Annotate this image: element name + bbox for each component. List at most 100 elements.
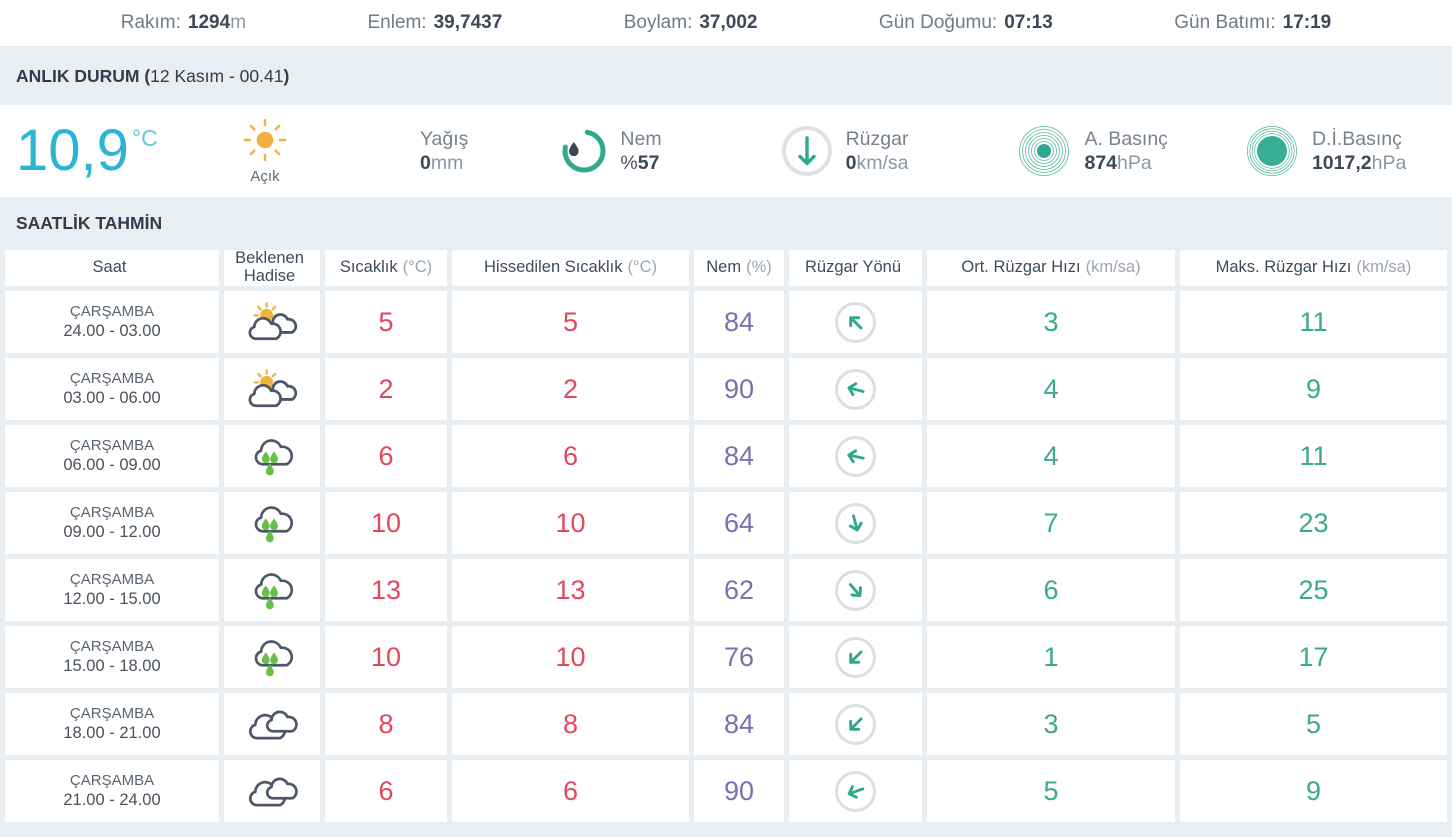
table-cell-condition — [224, 559, 320, 621]
wind-direction-icon — [835, 368, 876, 410]
hourly-section-title: SAATLİK TAHMİN — [0, 197, 1452, 250]
table-cell-avg-wind-speed: 1 — [927, 626, 1175, 688]
current-condition: Açık — [210, 118, 320, 185]
table-cell-max-wind-speed: 9 — [1180, 358, 1447, 420]
wind-icon — [780, 124, 834, 178]
metric-value: %57 — [620, 152, 660, 174]
current-temperature-value: 10,9 — [16, 118, 129, 183]
location-stat: Rakım: 1294m — [121, 12, 246, 34]
table-cell-avg-wind-speed: 4 — [927, 425, 1175, 487]
table-cell-wind-direction — [789, 626, 922, 688]
table-cell-feels-like: 6 — [452, 425, 689, 487]
stat-unit: m — [230, 12, 247, 33]
table-cell-feels-like: 10 — [452, 492, 689, 554]
table-cell-max-wind-speed: 11 — [1180, 425, 1447, 487]
table-cell-feels-like: 13 — [452, 559, 689, 621]
table-cell-temperature: 5 — [325, 291, 447, 353]
table-cell-humidity: 90 — [694, 358, 784, 420]
wind-direction-icon — [835, 502, 876, 544]
current-metrics: Yağış 0mm Nem %57 Rüzgar 0km/sa A. Basın… — [320, 123, 1406, 179]
location-stat: Enlem: 39,7437 — [367, 12, 502, 34]
location-stat: Gün Doğumu: 07:13 — [879, 12, 1053, 34]
current-temperature: 10,9 °C — [16, 122, 210, 180]
wind-direction-icon — [835, 569, 876, 611]
metric-label: Rüzgar — [845, 127, 909, 150]
table-cell-condition — [224, 358, 320, 420]
table-cell-feels-like: 6 — [452, 760, 689, 822]
current-metric: Nem %57 — [560, 127, 662, 176]
table-cell-temperature: 2 — [325, 358, 447, 420]
stat-value: 39,7437 — [433, 12, 503, 33]
table-cell-temperature: 6 — [325, 425, 447, 487]
table-cell-time: ÇARŞAMBA 03.00 - 06.00 — [5, 358, 219, 420]
column-header: Nem (%) — [694, 250, 784, 286]
location-stat: Gün Batımı: 17:19 — [1174, 12, 1331, 34]
table-cell-temperature: 6 — [325, 760, 447, 822]
metric-value: 0km/sa — [845, 152, 909, 174]
wind-direction-icon — [835, 703, 876, 745]
table-cell-time: ÇARŞAMBA 21.00 - 24.00 — [5, 760, 219, 822]
table-cell-condition — [224, 693, 320, 755]
metric-label: Yağış — [420, 127, 469, 150]
table-cell-avg-wind-speed: 6 — [927, 559, 1175, 621]
current-condition-label: Açık — [250, 167, 280, 185]
current-metric: Yağış 0mm — [420, 127, 468, 176]
metric-value: 0mm — [420, 152, 464, 174]
column-header: Rüzgar Yönü — [789, 250, 922, 286]
rain-icon — [249, 636, 295, 678]
sea-pressure-icon — [1244, 123, 1300, 179]
table-cell-avg-wind-speed: 7 — [927, 492, 1175, 554]
table-cell-time: ÇARŞAMBA 15.00 - 18.00 — [5, 626, 219, 688]
table-cell-max-wind-speed: 5 — [1180, 693, 1447, 755]
table-cell-max-wind-speed: 25 — [1180, 559, 1447, 621]
sun-icon — [243, 118, 287, 167]
current-conditions-card: 10,9 °C Açık Yağış 0mm Nem %57 Rüzgar 0km… — [0, 105, 1452, 197]
section-title-paren: ) — [283, 65, 290, 86]
table-cell-condition — [224, 425, 320, 487]
table-cell-temperature: 8 — [325, 693, 447, 755]
wind-direction-icon — [835, 636, 876, 678]
table-cell-wind-direction — [789, 291, 922, 353]
table-cell-wind-direction — [789, 492, 922, 554]
stat-label: Enlem: — [367, 12, 427, 33]
column-header: Ort. Rüzgar Hızı (km/sa) — [927, 250, 1175, 286]
section-title-text: ANLIK DURUM ( — [16, 65, 151, 86]
table-cell-time: ÇARŞAMBA 12.00 - 15.00 — [5, 559, 219, 621]
stat-label: Rakım: — [120, 12, 181, 33]
table-cell-avg-wind-speed: 3 — [927, 291, 1175, 353]
table-cell-avg-wind-speed: 3 — [927, 693, 1175, 755]
table-cell-humidity: 62 — [694, 559, 784, 621]
current-metric: Rüzgar 0km/sa — [780, 124, 909, 178]
wind-direction-icon — [835, 770, 876, 812]
table-cell-wind-direction — [789, 358, 922, 420]
table-cell-condition — [224, 291, 320, 353]
stat-value: 1294 — [187, 12, 231, 33]
table-cell-condition — [224, 492, 320, 554]
metric-label: A. Basınç — [1084, 127, 1168, 150]
table-cell-wind-direction — [789, 760, 922, 822]
table-cell-max-wind-speed: 23 — [1180, 492, 1447, 554]
table-cell-humidity: 84 — [694, 425, 784, 487]
wind-direction-icon — [835, 301, 876, 343]
table-cell-feels-like: 5 — [452, 291, 689, 353]
rain-icon — [249, 435, 295, 477]
table-cell-temperature: 13 — [325, 559, 447, 621]
table-cell-humidity: 64 — [694, 492, 784, 554]
stat-label: Gün Doğumu: — [878, 12, 998, 33]
stat-label: Boylam: — [623, 12, 693, 33]
wind-direction-icon — [835, 435, 876, 477]
clouds-icon — [246, 706, 298, 742]
table-cell-feels-like: 10 — [452, 626, 689, 688]
table-cell-max-wind-speed: 11 — [1180, 291, 1447, 353]
sun-clouds-icon — [245, 302, 299, 342]
column-header: Sıcaklık (°C) — [325, 250, 447, 286]
table-cell-wind-direction — [789, 559, 922, 621]
table-cell-humidity: 84 — [694, 291, 784, 353]
section-title-text: SAATLİK TAHMİN — [16, 213, 163, 233]
location-stats-bar: Rakım: 1294m Enlem: 39,7437 Boylam: 37,002 … — [0, 0, 1452, 47]
table-cell-humidity: 76 — [694, 626, 784, 688]
clouds-icon — [246, 773, 298, 809]
sun-clouds-icon — [245, 369, 299, 409]
rain-icon — [249, 569, 295, 611]
humidity-icon — [560, 127, 608, 175]
